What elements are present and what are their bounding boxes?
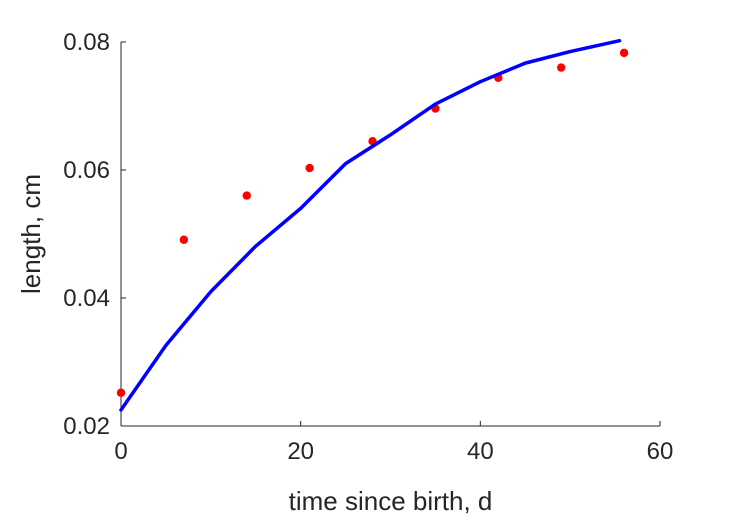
data-point xyxy=(619,48,629,58)
x-ticks: 0 20 40 60 xyxy=(114,421,673,465)
y-tick-label: 0.04 xyxy=(63,285,110,312)
series-layer xyxy=(116,38,629,412)
fit-curve-line xyxy=(119,38,622,412)
x-tick-label: 0 xyxy=(114,438,127,465)
y-tick-label: 0.08 xyxy=(63,29,110,56)
data-point xyxy=(242,191,251,200)
x-tick-label: 40 xyxy=(467,438,494,465)
y-ticks: 0.02 0.04 0.06 0.08 xyxy=(63,29,126,440)
data-point xyxy=(556,63,566,72)
x-axis-label: time since birth, d xyxy=(289,486,493,516)
x-tick-label: 20 xyxy=(287,438,314,465)
data-point xyxy=(179,235,189,244)
y-tick-label: 0.06 xyxy=(63,157,110,184)
data-point xyxy=(116,388,126,397)
data-point xyxy=(305,163,314,173)
axes xyxy=(120,42,660,427)
y-tick-label: 0.02 xyxy=(63,413,110,440)
y-axis-label: length, cm xyxy=(16,174,46,294)
x-tick-label: 60 xyxy=(647,438,674,465)
